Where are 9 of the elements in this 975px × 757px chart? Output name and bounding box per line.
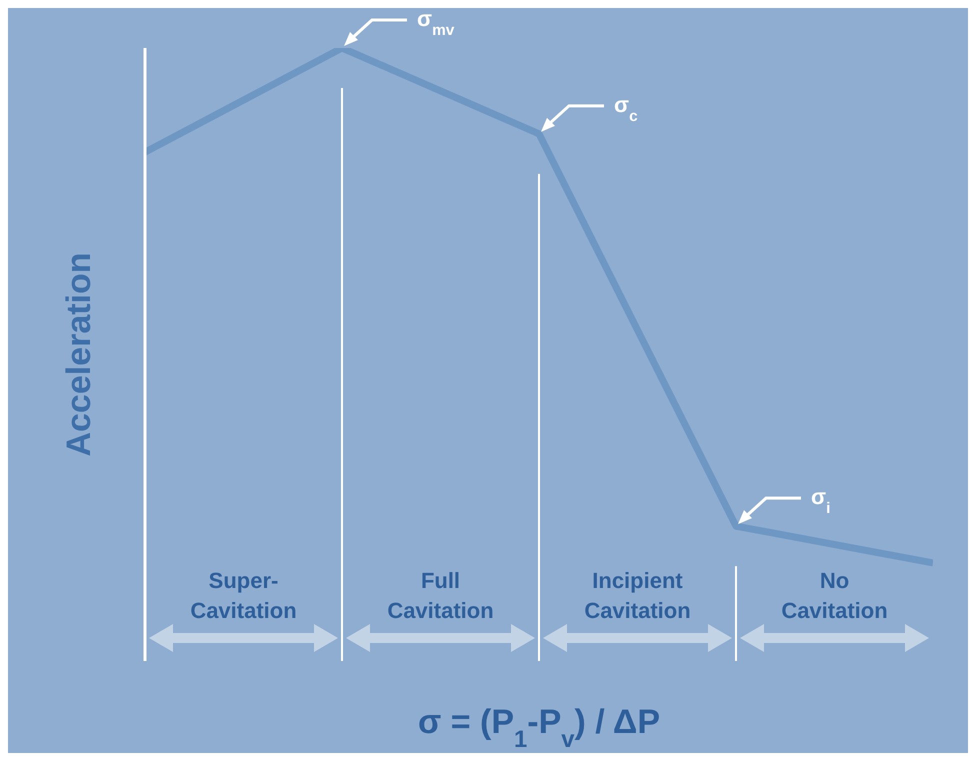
- annotation: σ$_{i}$: [811, 484, 830, 517]
- y-axis-title: Acceleration: [60, 252, 98, 457]
- annotation: Full Cavitation: [387, 568, 494, 623]
- annotation: No Cavitation: [781, 568, 888, 623]
- annotation: Incipient Cavitation: [584, 568, 691, 623]
- text: σ$_{mv}$: [417, 6, 455, 38]
- annotation: Super- Cavitation: [190, 568, 297, 623]
- x-axis-title: σ = (P$_{1}$-P$_{v}$) / ΔP: [418, 703, 660, 752]
- annotation: σ$_{c}$: [614, 92, 638, 124]
